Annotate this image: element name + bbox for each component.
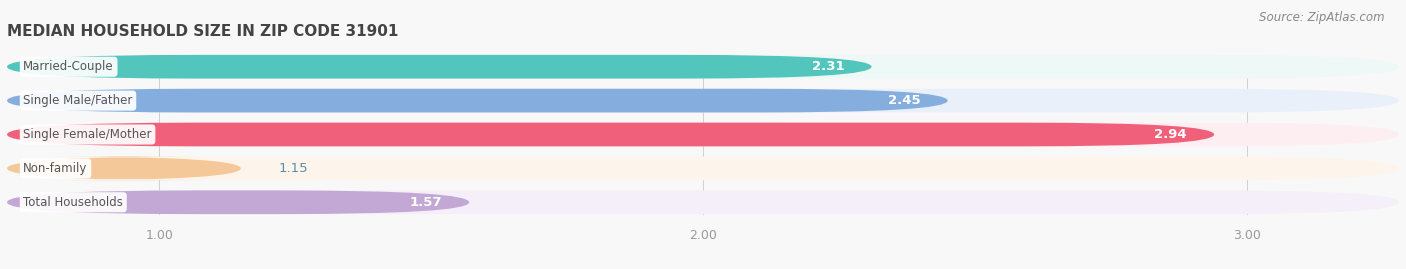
Text: Total Households: Total Households <box>24 196 124 209</box>
FancyBboxPatch shape <box>7 157 1399 180</box>
FancyBboxPatch shape <box>7 157 240 180</box>
FancyBboxPatch shape <box>7 89 948 112</box>
Text: 1.15: 1.15 <box>278 162 308 175</box>
Text: 2.94: 2.94 <box>1154 128 1187 141</box>
Text: Single Female/Mother: Single Female/Mother <box>24 128 152 141</box>
Text: 1.57: 1.57 <box>409 196 441 209</box>
Text: Source: ZipAtlas.com: Source: ZipAtlas.com <box>1260 11 1385 24</box>
Text: Single Male/Father: Single Male/Father <box>24 94 132 107</box>
FancyBboxPatch shape <box>7 190 1399 214</box>
Text: Non-family: Non-family <box>24 162 87 175</box>
Text: Married-Couple: Married-Couple <box>24 60 114 73</box>
FancyBboxPatch shape <box>7 190 470 214</box>
Text: MEDIAN HOUSEHOLD SIZE IN ZIP CODE 31901: MEDIAN HOUSEHOLD SIZE IN ZIP CODE 31901 <box>7 24 398 39</box>
Text: 2.31: 2.31 <box>811 60 845 73</box>
FancyBboxPatch shape <box>7 123 1215 146</box>
FancyBboxPatch shape <box>7 55 872 79</box>
FancyBboxPatch shape <box>7 55 1399 79</box>
Text: 2.45: 2.45 <box>887 94 921 107</box>
FancyBboxPatch shape <box>7 123 1399 146</box>
FancyBboxPatch shape <box>7 89 1399 112</box>
